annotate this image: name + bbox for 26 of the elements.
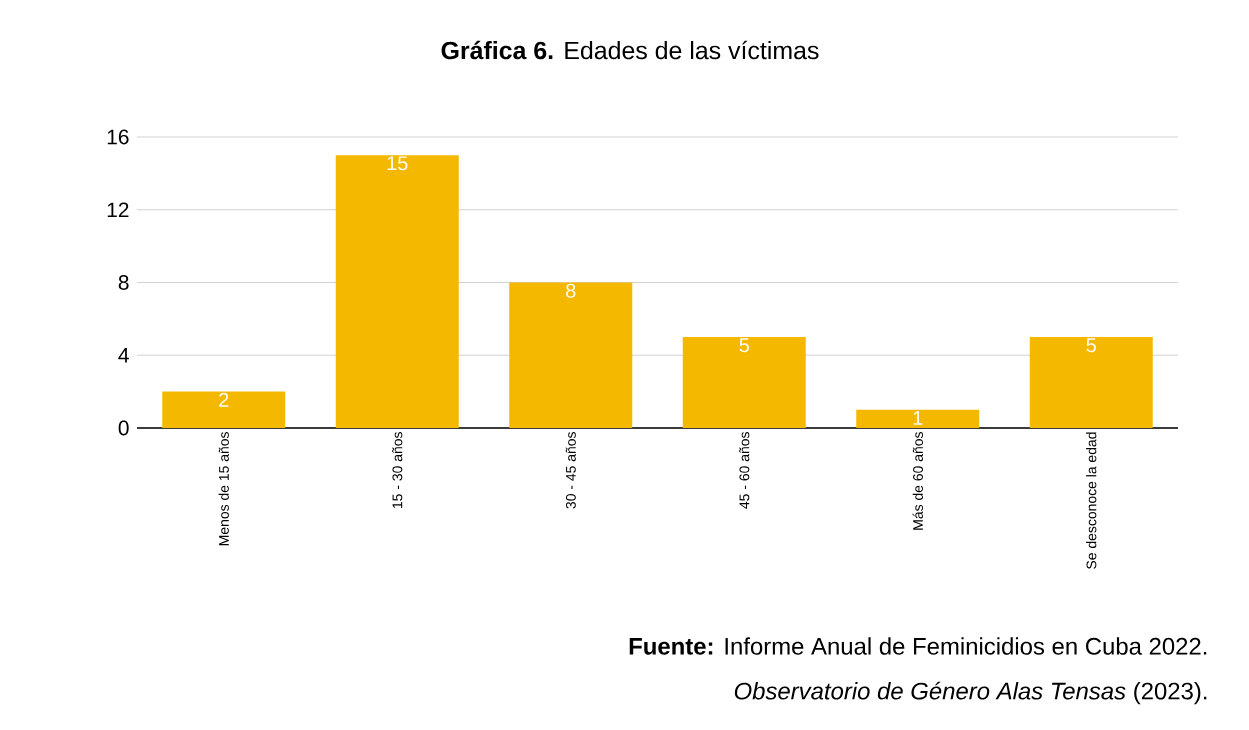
x-tick-label: 30 - 45 años [565,432,576,509]
x-tick-label: 45 - 60 años [739,432,750,509]
y-tick-label: 12 [107,202,129,218]
x-tick-label: Menos de 15 años [218,432,229,546]
text: Observatorio de Género Alas Tensas (2023). [734,681,1207,705]
data-label: 1 [913,411,923,425]
bar [682,337,806,428]
text: Fuente: Informe Anual de Feminicidios en Cuba 2022. [629,637,1207,655]
x-tick-label: Más de 60 años [912,432,923,530]
data-label: 8 [566,283,576,298]
y-tick-label: 8 [118,275,129,290]
bar [1029,337,1153,428]
chart-title: Gráfica 6. Edades de las víctimas [441,40,819,60]
y-tick-label: 0 [118,420,129,436]
data-label: 5 [1086,338,1096,353]
bar [162,391,286,428]
data-label: 15 [387,156,408,171]
data-label: 2 [219,392,229,407]
y-tick-label: 16 [107,129,129,145]
y-tick-label: 4 [118,348,129,363]
bar [509,282,633,428]
data-label: 5 [739,338,749,353]
bar [856,409,980,428]
x-tick-label: Se desconoce la edad [1086,432,1097,569]
bar [335,155,459,428]
x-tick-label: 15 - 30 años [392,432,403,508]
